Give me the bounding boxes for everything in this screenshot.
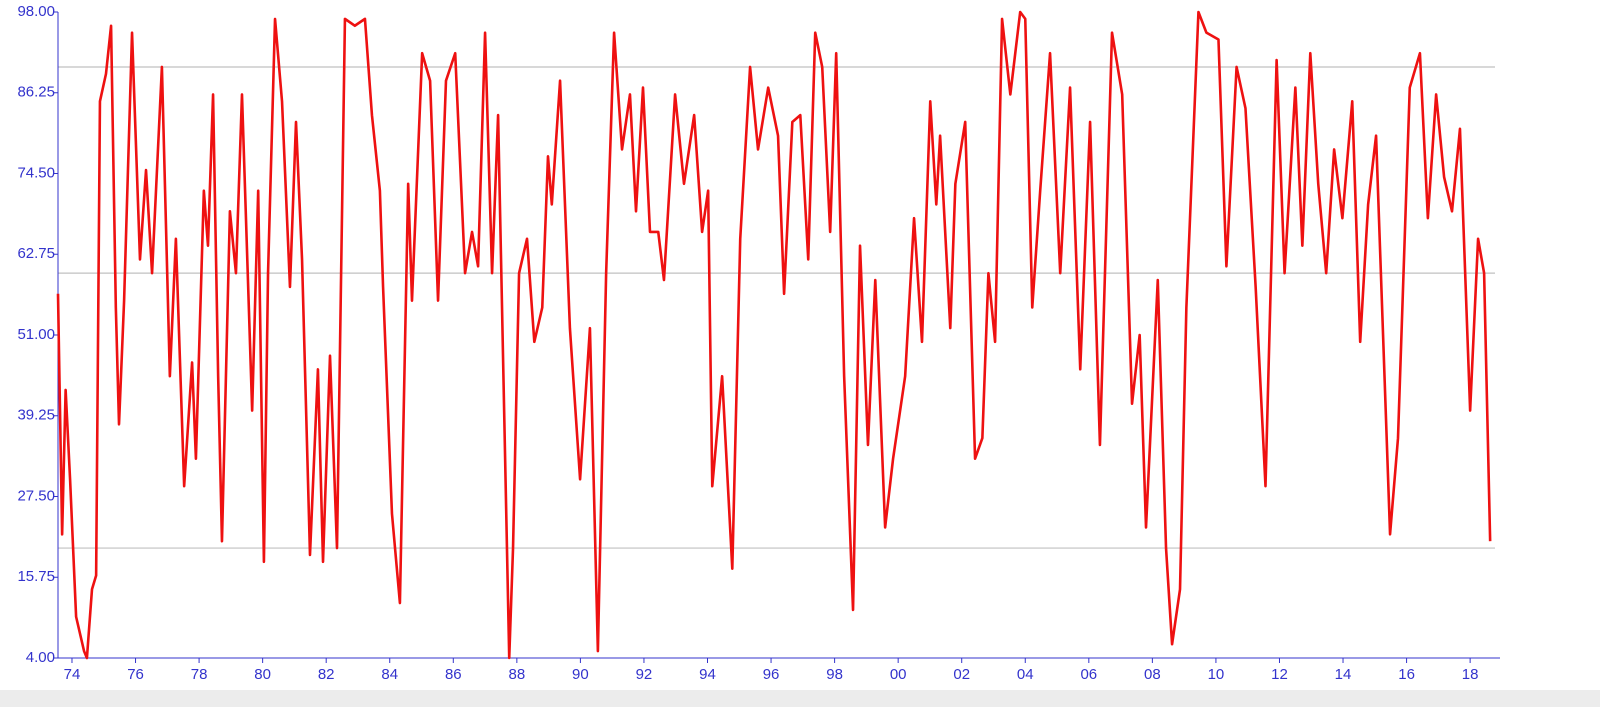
x-tick-label: 92 [636,666,653,683]
x-tick-label: 00 [890,666,907,683]
x-tick-label: 12 [1271,666,1288,683]
x-tick-label: 94 [699,666,716,683]
y-tick-label: 62.75 [17,245,55,262]
y-tick-label: 86.25 [17,84,55,101]
x-tick-label: 90 [572,666,589,683]
scroll-strip [0,690,1600,707]
y-tick-label: 98.00 [17,3,55,20]
x-tick-label: 88 [509,666,526,683]
y-tick-label: 39.25 [17,407,55,424]
y-tick-label: 74.50 [17,164,55,181]
x-tick-label: 14 [1335,666,1352,683]
x-tick-label: 08 [1144,666,1161,683]
x-tick-label: 84 [381,666,398,683]
y-tick-label: 51.00 [17,326,55,343]
x-tick-label: 10 [1208,666,1225,683]
x-tick-label: 86 [445,666,462,683]
y-tick-label: 15.75 [17,568,55,585]
y-tick-label: 4.00 [26,649,55,666]
x-tick-label: 76 [127,666,144,683]
x-tick-label: 96 [763,666,780,683]
x-tick-label: 16 [1398,666,1415,683]
y-tick-label: 27.50 [17,487,55,504]
x-tick-label: 80 [254,666,271,683]
x-tick-label: 04 [1017,666,1034,683]
data-line [56,10,1492,660]
x-tick-label: 82 [318,666,335,683]
x-tick-label: 02 [953,666,970,683]
x-tick-label: 74 [64,666,81,683]
x-tick-label: 98 [826,666,843,683]
x-tick-label: 06 [1080,666,1097,683]
x-tick-label: 18 [1462,666,1479,683]
x-tick-label: 78 [191,666,208,683]
